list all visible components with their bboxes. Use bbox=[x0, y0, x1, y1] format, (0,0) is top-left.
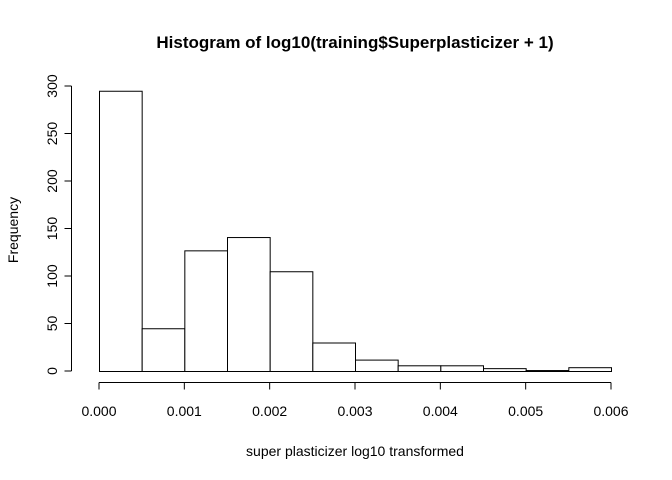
x-tick-label: 0.003 bbox=[337, 403, 372, 419]
histogram-bar bbox=[99, 90, 143, 372]
y-tick-label: 50 bbox=[44, 316, 60, 332]
x-tick-label: 0.006 bbox=[593, 403, 628, 419]
x-axis-label: super plasticizer log10 transformed bbox=[246, 443, 464, 459]
y-axis: 0 50 100 150 200 250 300 bbox=[44, 74, 72, 375]
chart-title: Histogram of log10(training$Superplastic… bbox=[156, 33, 553, 52]
y-tick-label: 100 bbox=[44, 264, 60, 288]
y-tick-label: 0 bbox=[44, 367, 60, 375]
y-axis-label: Frequency bbox=[5, 197, 21, 263]
histogram-bar bbox=[483, 368, 527, 372]
y-tick-label: 300 bbox=[44, 74, 60, 98]
y-tick-label: 250 bbox=[44, 122, 60, 146]
histogram-bar bbox=[397, 365, 442, 372]
y-tick-label: 150 bbox=[44, 217, 60, 241]
histogram-bar bbox=[184, 250, 228, 373]
bars-group bbox=[99, 90, 612, 373]
histogram-bar bbox=[568, 367, 612, 373]
x-tick-label: 0.000 bbox=[81, 403, 116, 419]
histogram-bar bbox=[312, 342, 357, 372]
y-tick-label: 200 bbox=[44, 169, 60, 193]
histogram-bar bbox=[269, 271, 314, 372]
x-axis: 0.000 0.001 0.002 0.003 0.004 0.005 0.006 bbox=[81, 382, 629, 419]
histogram-bar bbox=[141, 328, 186, 372]
x-tick-label: 0.001 bbox=[167, 403, 202, 419]
histogram-bar bbox=[227, 237, 271, 372]
histogram-bar bbox=[525, 370, 570, 372]
x-tick-label: 0.004 bbox=[423, 403, 458, 419]
x-tick-label: 0.002 bbox=[252, 403, 287, 419]
x-tick-label: 0.005 bbox=[508, 403, 543, 419]
histogram-bar bbox=[440, 365, 485, 372]
histogram-bar bbox=[355, 359, 399, 373]
